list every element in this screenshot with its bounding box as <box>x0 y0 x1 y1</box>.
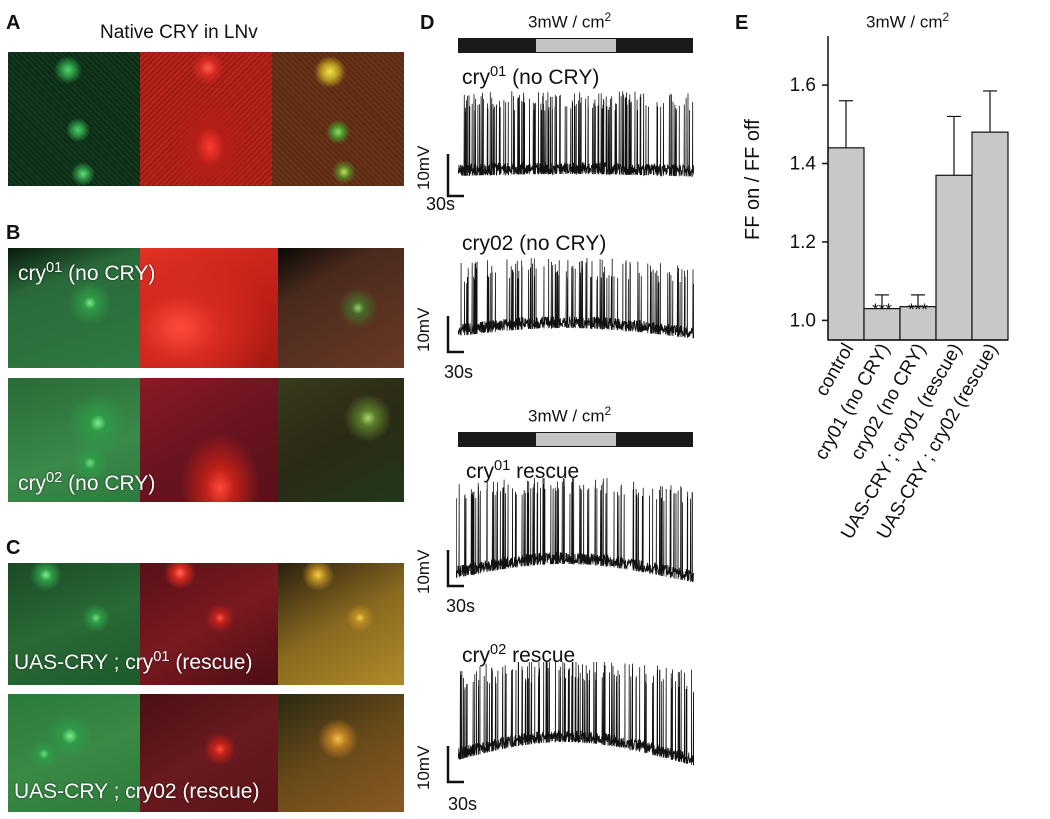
panel-label-c: C <box>6 537 21 559</box>
trace-label-2: cry02 (no CRY) <box>462 232 607 255</box>
trace-path <box>458 662 694 766</box>
green-channel-tile <box>8 563 140 685</box>
green-channel-tile <box>8 694 140 812</box>
trace-path <box>458 258 694 339</box>
y-tick-label: 1.2 <box>790 232 816 253</box>
stimulus-bar-1 <box>458 38 693 53</box>
scale-time-1: 30s <box>426 194 456 214</box>
stim-off-segment <box>616 432 693 447</box>
voltage-trace-1 <box>458 91 694 178</box>
scale-voltage-1: 10mV <box>414 145 433 190</box>
panel-a-title: Native CRY in LNv <box>100 22 258 43</box>
bar <box>935 174 973 341</box>
scale-time-3: 30s <box>446 596 476 616</box>
y-tick-label: 1.6 <box>790 75 816 96</box>
voltage-trace-4 <box>458 662 694 766</box>
trace-path <box>458 91 694 178</box>
panel-c-label-2: UAS-CRY ; cry02 (rescue) <box>14 780 260 803</box>
scale-bar-4 <box>446 746 464 784</box>
stim-on-segment <box>536 432 616 447</box>
y-tick-label: 1.0 <box>790 310 816 331</box>
panel-label-d: D <box>420 12 435 34</box>
panel-b-image-2: cry02 (no CRY) <box>8 378 404 502</box>
panel-b-label-1: cry01 (no CRY) <box>18 260 156 285</box>
scale-time-2: 30s <box>444 362 474 382</box>
red-channel-tile <box>140 52 272 186</box>
trace-label-4: cry02 rescue <box>462 642 576 667</box>
panel-d-stim-title-2: 3mW / cm2 <box>528 404 612 426</box>
red-channel-tile <box>140 248 278 368</box>
panel-label-e: E <box>735 12 749 34</box>
red-channel-tile <box>140 378 278 502</box>
panel-a-image <box>8 52 404 186</box>
trace-path <box>456 478 694 583</box>
merge-channel-tile <box>272 52 404 186</box>
stim-off-segment <box>458 38 536 53</box>
merge-channel-tile <box>278 378 404 502</box>
bar-chart: control***cry01 (no CRY)***cry02 (no CRY… <box>790 36 1009 543</box>
panel-b-label-2: cry02 (no CRY) <box>18 470 156 495</box>
y-tick-label: 1.4 <box>790 154 817 175</box>
scale-voltage-2: 10mV <box>414 307 433 352</box>
stimulus-bar-2 <box>458 432 693 447</box>
stim-off-segment <box>616 38 693 53</box>
scale-bar-3 <box>446 550 464 588</box>
panel-b-image-1: cry01 (no CRY) <box>8 248 404 368</box>
green-channel-tile <box>8 248 140 368</box>
panel-label-b: B <box>6 222 21 244</box>
voltage-trace-2 <box>458 258 694 339</box>
panel-c-image-1: UAS-CRY ; cry01 (rescue) <box>8 563 404 685</box>
scale-bar-1 <box>446 154 464 198</box>
merge-channel-tile <box>278 694 404 812</box>
red-channel-tile <box>140 694 278 812</box>
merge-channel-tile <box>278 563 404 685</box>
significance-label: *** <box>908 300 928 319</box>
chart-title: 3mW / cm2 <box>866 10 950 32</box>
panel-d-stim-title-1: 3mW / cm2 <box>528 10 612 32</box>
bar <box>971 131 1009 341</box>
merge-channel-tile <box>278 248 404 368</box>
chart-ylabel: FF on / FF off <box>742 119 764 240</box>
green-channel-tile <box>8 378 140 502</box>
significance-label: *** <box>872 300 892 319</box>
green-channel-tile <box>8 52 140 186</box>
panel-label-a: A <box>6 12 21 34</box>
stim-on-segment <box>536 38 616 53</box>
panel-c-image-2: UAS-CRY ; cry02 (rescue) <box>8 694 404 812</box>
stim-off-segment <box>458 432 536 447</box>
red-channel-tile <box>140 563 278 685</box>
voltage-trace-3 <box>456 478 694 583</box>
scale-voltage-4: 10mV <box>414 745 433 790</box>
trace-label-1: cry01 (no CRY) <box>462 64 600 89</box>
scale-time-4: 30s <box>448 794 478 814</box>
panel-c-label-1: UAS-CRY ; cry01 (rescue) <box>14 649 253 674</box>
bar <box>827 147 865 341</box>
scale-bar-2 <box>446 316 464 354</box>
scale-voltage-3: 10mV <box>414 549 433 594</box>
bar <box>863 308 901 341</box>
